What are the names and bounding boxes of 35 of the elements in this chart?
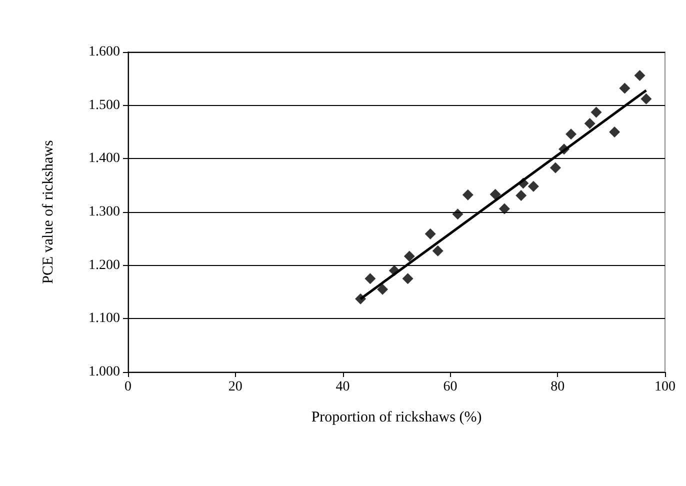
point [528,180,539,192]
point [634,70,646,81]
point [490,188,501,200]
point [566,128,577,140]
point [377,284,388,295]
point [590,106,602,118]
point [462,189,474,200]
y-axis-title: PCE value of rickshaws [40,140,56,284]
point [516,190,527,201]
y-tick-label: 1.300 [88,204,120,220]
point [640,93,652,104]
x-tick-label: 0 [124,380,132,394]
x-tick-label: 20 [228,380,242,394]
point [402,273,414,284]
point [498,203,510,214]
point [404,250,415,262]
x-tick-label: 100 [654,380,676,394]
point [584,118,596,129]
point [619,82,630,94]
x-tick-label: 60 [443,380,458,394]
point [432,245,444,256]
x-tick-label: 40 [336,380,350,394]
y-tick-label: 1.100 [88,311,120,326]
y-tick-label: 1.500 [88,98,120,113]
point [364,273,376,284]
x-tick-label: 80 [550,380,565,394]
y-tick-label: 1.600 [88,44,120,60]
point [609,126,620,138]
x-axis-title: Proportion of rickshaws (%) [311,410,482,426]
y-tick-label: 1.000 [88,364,120,380]
point [424,228,436,240]
y-tick-label: 1.400 [88,151,120,166]
y-tick-label: 1.200 [88,258,120,273]
point [550,162,561,174]
point [452,208,464,220]
